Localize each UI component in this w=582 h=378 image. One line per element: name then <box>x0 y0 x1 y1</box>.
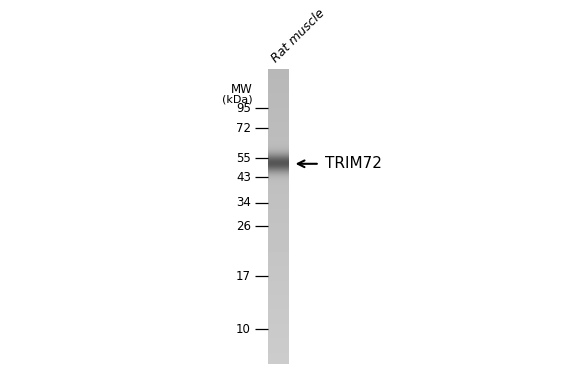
Text: 55: 55 <box>236 152 251 165</box>
Text: 26: 26 <box>236 220 251 233</box>
Text: 34: 34 <box>236 196 251 209</box>
Text: 72: 72 <box>236 122 251 135</box>
Text: 43: 43 <box>236 170 251 184</box>
Text: TRIM72: TRIM72 <box>325 156 382 171</box>
Text: 10: 10 <box>236 323 251 336</box>
Text: Rat muscle: Rat muscle <box>269 6 328 65</box>
Text: MW: MW <box>231 83 253 96</box>
Text: 95: 95 <box>236 102 251 115</box>
Text: (kDa): (kDa) <box>222 94 253 105</box>
Text: 17: 17 <box>236 270 251 283</box>
